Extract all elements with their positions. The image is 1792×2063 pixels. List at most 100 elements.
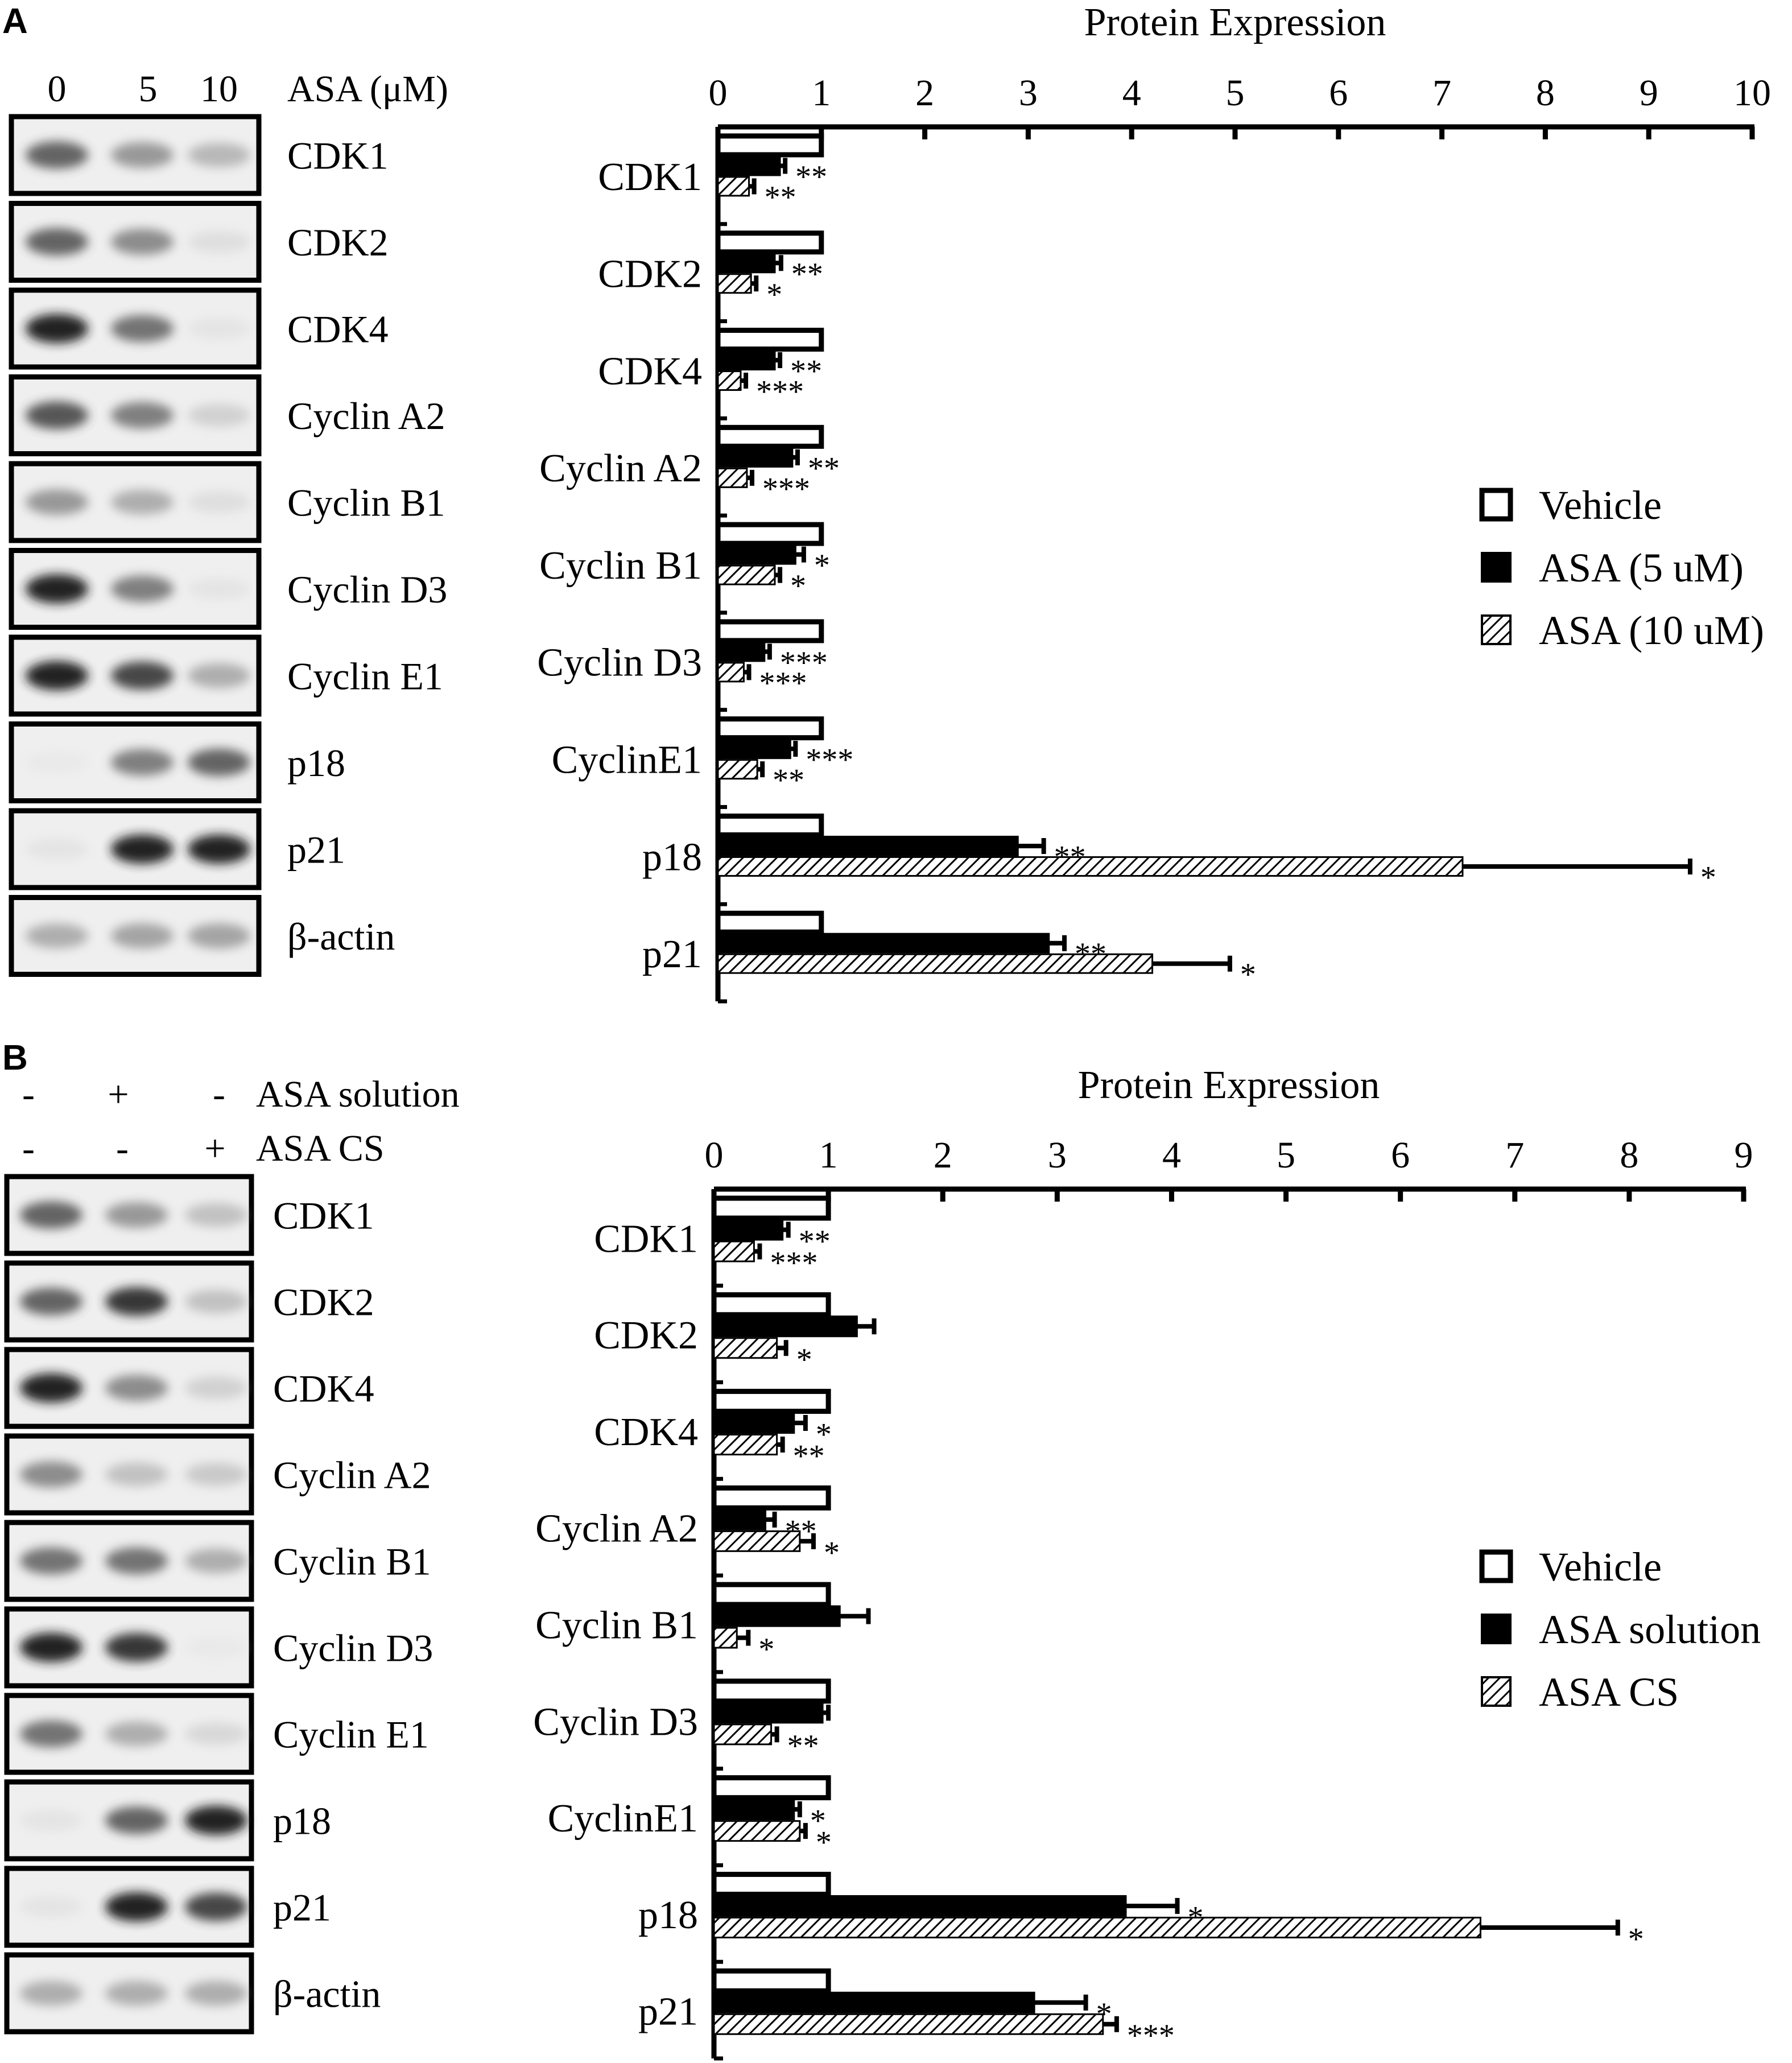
blot-band xyxy=(26,574,88,604)
legend-swatch-open xyxy=(1479,1549,1513,1583)
blot-band xyxy=(188,578,250,600)
bar-open xyxy=(711,1195,831,1221)
bar-open xyxy=(711,1389,831,1414)
category-label: CDK2 xyxy=(598,253,702,296)
blot-row-label: Cyclin B1 xyxy=(287,481,445,525)
blot-band xyxy=(111,834,174,864)
blot-band xyxy=(26,752,88,773)
blot-row-p18: p18 xyxy=(4,1779,331,1862)
blot-band xyxy=(111,315,174,343)
legend-label: ASA solution xyxy=(1539,1607,1761,1652)
x-tick-label: 4 xyxy=(1162,1134,1181,1176)
bar-hatched xyxy=(717,759,758,780)
blot-band xyxy=(185,1637,247,1658)
blot-band xyxy=(185,1548,247,1574)
bar-solid xyxy=(713,1798,795,1821)
significance-mark: ** xyxy=(787,1728,819,1764)
blot-band xyxy=(185,1203,247,1227)
blot-row-cyclin-d3: Cyclin D3 xyxy=(4,1606,433,1689)
condition-1-sign-0: - xyxy=(22,1128,35,1169)
significance-mark: * xyxy=(1628,1921,1644,1957)
blot-row-label: Cyclin D3 xyxy=(273,1627,433,1670)
blot-band xyxy=(20,1288,82,1315)
blot-row-p21: p21 xyxy=(4,1866,331,1948)
bar-solid xyxy=(713,1895,1127,1917)
condition-1-label: ASA CS xyxy=(256,1128,385,1169)
significance-mark: * xyxy=(816,1417,832,1453)
blot-band xyxy=(20,1896,82,1918)
panel-b-blot-header: - + - ASA solution - - + ASA CS xyxy=(22,1074,460,1169)
blot-band xyxy=(105,1287,168,1316)
legend-label: ASA (5 uM) xyxy=(1539,545,1744,591)
significance-mark: ** xyxy=(808,451,840,486)
lane-header-2: 10 xyxy=(200,68,238,110)
bar-solid xyxy=(713,1315,858,1338)
significance-mark: ** xyxy=(765,180,796,215)
blot-band xyxy=(20,1809,82,1831)
blot-row-label: β-actin xyxy=(287,915,395,958)
bar-hatched xyxy=(713,1434,778,1456)
blot-band xyxy=(188,834,250,864)
condition-0-sign-0: - xyxy=(22,1074,35,1115)
x-tick-label: 8 xyxy=(1536,72,1555,114)
bar-hatched xyxy=(713,1916,1481,1938)
bar-hatched xyxy=(717,467,748,488)
blot-band xyxy=(105,1375,168,1401)
blot-row-label: Cyclin A2 xyxy=(273,1454,431,1497)
blot-band xyxy=(20,1632,82,1662)
bar-open xyxy=(715,230,824,255)
blot-band xyxy=(105,1633,168,1662)
blot-band xyxy=(185,1289,247,1314)
category-label: Cyclin D3 xyxy=(537,641,702,685)
blot-band xyxy=(26,401,88,430)
significance-mark: * xyxy=(796,1342,812,1377)
blot-band xyxy=(188,923,250,948)
significance-mark: ** xyxy=(791,257,823,292)
x-tick-label: 2 xyxy=(915,72,934,114)
blot-band xyxy=(105,1462,168,1487)
legend-swatch-hatched xyxy=(1481,614,1512,645)
significance-mark: ** xyxy=(799,1224,831,1259)
significance-mark: * xyxy=(766,277,782,312)
blot-band xyxy=(185,1892,247,1921)
x-tick-label: 7 xyxy=(1432,72,1451,114)
significance-mark: *** xyxy=(756,374,804,410)
significance-mark: * xyxy=(790,568,806,604)
condition-1-sign-2: + xyxy=(204,1128,225,1169)
blot-band xyxy=(26,228,88,255)
blot-row-cdk1: CDK1 xyxy=(9,114,389,196)
legend-swatch-open xyxy=(1479,488,1513,522)
blot-row-label: CDK4 xyxy=(273,1367,374,1410)
chart-title: Protein Expression xyxy=(1078,1063,1380,1107)
bar-open xyxy=(711,1968,831,1994)
blot-band xyxy=(111,402,174,429)
significance-mark: * xyxy=(814,548,830,583)
blot-row-cyclin-d3: Cyclin D3 xyxy=(9,548,447,630)
blot-band xyxy=(185,1805,247,1835)
panel-a-western-blot: CDK1 CDK2 CDK4 Cyclin A2 Cyclin B1 Cyclin D3 C… xyxy=(9,114,447,977)
x-tick-label: 4 xyxy=(1122,72,1141,114)
bar-hatched xyxy=(717,856,1464,877)
category-label: Cyclin A2 xyxy=(539,447,702,490)
bar-open xyxy=(715,619,824,643)
blot-row-label: CDK4 xyxy=(287,308,389,351)
blot-row-cdk4: CDK4 xyxy=(9,287,389,370)
x-tick-label: 3 xyxy=(1048,1134,1067,1176)
blot-band xyxy=(111,923,174,948)
category-label: CDK1 xyxy=(598,155,702,199)
category-label: CDK4 xyxy=(598,349,702,393)
category-label: Cyclin A2 xyxy=(535,1507,698,1551)
blot-band xyxy=(111,229,174,255)
category-label: CyclinE1 xyxy=(552,738,702,782)
bar-open xyxy=(711,1871,831,1897)
x-tick-label: 9 xyxy=(1640,72,1658,114)
x-tick-label: 9 xyxy=(1735,1134,1753,1176)
bar-solid xyxy=(717,155,781,176)
bar-hatched xyxy=(717,370,742,391)
x-tick-label: 5 xyxy=(1226,72,1245,114)
significance-mark: ** xyxy=(773,763,804,798)
blot-row-label: Cyclin E1 xyxy=(287,655,443,698)
significance-mark: * xyxy=(1700,860,1716,895)
legend: Vehicle ASA solution ASA CS xyxy=(1479,1544,1761,1715)
